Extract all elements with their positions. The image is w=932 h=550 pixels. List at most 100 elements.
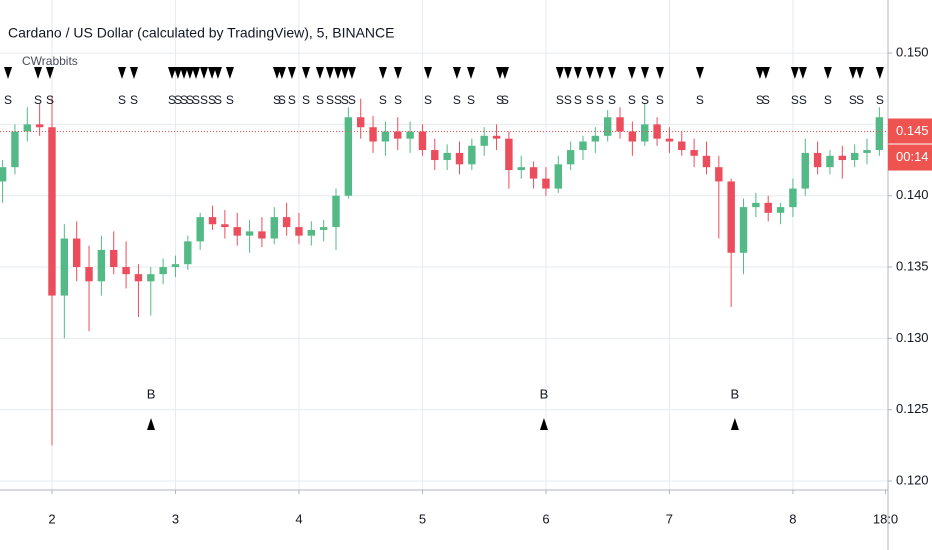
candle-body [776, 207, 785, 213]
candle-body [801, 152, 809, 189]
candle-body [0, 167, 7, 182]
candle-body [319, 227, 328, 230]
candle-body [258, 231, 266, 239]
buy-marker [147, 418, 156, 430]
sell-label: S [302, 93, 310, 107]
sell-label: S [824, 93, 832, 107]
candle-body [702, 155, 711, 168]
candle-body [11, 131, 19, 168]
sell-label: S [696, 93, 704, 107]
sell-label: S [762, 93, 770, 107]
candle-body [850, 152, 859, 161]
x-tick-label: 8 [789, 511, 796, 526]
sell-label: S [876, 93, 884, 107]
candle-body [480, 135, 488, 146]
indicator-name: CWrabbits [22, 54, 78, 68]
last-price-box [888, 118, 932, 144]
sell-label: S [316, 93, 324, 107]
candle-body [406, 131, 414, 139]
candle-body [813, 152, 822, 168]
candle-body [529, 167, 538, 179]
sell-marker [191, 67, 200, 79]
sell-marker [208, 67, 217, 79]
sell-marker [325, 67, 334, 79]
candle-body [789, 188, 797, 208]
x-tick-label: 2 [48, 511, 55, 526]
axes: 0.120 0.125 0.130 0.135 0.140 0.145 0.150 2 3 4 5 6… [48, 45, 932, 526]
sell-label: S [288, 93, 296, 107]
grid [0, 0, 888, 490]
candle-body [208, 217, 217, 225]
countdown-label: 00:14 [896, 149, 929, 164]
sell-marker [34, 67, 43, 79]
sell-label: S [118, 93, 126, 107]
candle-body [295, 227, 303, 236]
sell-marker [855, 67, 864, 79]
sell-label: S [586, 93, 594, 107]
sell-label: S [424, 93, 432, 107]
sell-label: S [186, 93, 194, 107]
candle-body [35, 124, 44, 128]
sell-marker [798, 67, 807, 79]
candle-body [369, 127, 377, 142]
sell-label: S [192, 93, 200, 107]
sell-label: S [180, 93, 188, 107]
sell-label: S [574, 93, 582, 107]
chart-title: Cardano / US Dollar (calculated by Tradi… [8, 25, 394, 41]
sell-label: S [348, 93, 356, 107]
sell-marker [302, 67, 311, 79]
candle-body [245, 231, 254, 236]
sell-label: S [608, 93, 616, 107]
candle-body [171, 264, 180, 268]
candle-body [60, 238, 69, 296]
candle-body [678, 141, 686, 151]
candle-body [23, 124, 31, 132]
sell-marker [185, 67, 194, 79]
candle-body [184, 241, 192, 265]
sell-marker [347, 67, 356, 79]
sell-label: S [799, 93, 807, 107]
sell-marker [340, 67, 349, 79]
candle-body [418, 131, 427, 151]
candle-body [715, 167, 723, 182]
candle-body [159, 267, 167, 275]
sell-marker [287, 67, 296, 79]
y-tick-label: 0.120 [896, 472, 929, 487]
candle-body [233, 227, 241, 236]
sell-marker [378, 67, 387, 79]
sell-marker [655, 67, 664, 79]
sell-marker [608, 67, 617, 79]
candle-body [739, 207, 748, 253]
sell-marker [790, 67, 799, 79]
sell-marker [129, 67, 138, 79]
candle-body [196, 217, 204, 242]
candle-body [48, 127, 56, 296]
sell-marker [585, 67, 594, 79]
sell-marker [4, 67, 13, 79]
candle-body [443, 152, 451, 161]
sell-marker [315, 67, 324, 79]
sell-marker [213, 67, 222, 79]
sell-marker [200, 67, 209, 79]
candle-body [122, 267, 130, 275]
sell-marker [500, 67, 509, 79]
candle-body [492, 135, 501, 139]
candle-body [381, 131, 390, 142]
buy-marker [539, 418, 548, 430]
candle-body [875, 117, 884, 151]
candle-body [85, 267, 93, 282]
candle-body [431, 150, 439, 161]
candle-body [134, 274, 143, 282]
sell-label: S [326, 93, 334, 107]
sell-label: S [656, 93, 664, 107]
sell-marker [179, 67, 188, 79]
candle-body [727, 181, 735, 253]
buy-marker [730, 418, 739, 430]
candle-body [357, 117, 365, 128]
candle-body [752, 202, 760, 208]
sell-label: S [278, 93, 286, 107]
candle-body [603, 117, 612, 136]
sell-marker [394, 67, 403, 79]
